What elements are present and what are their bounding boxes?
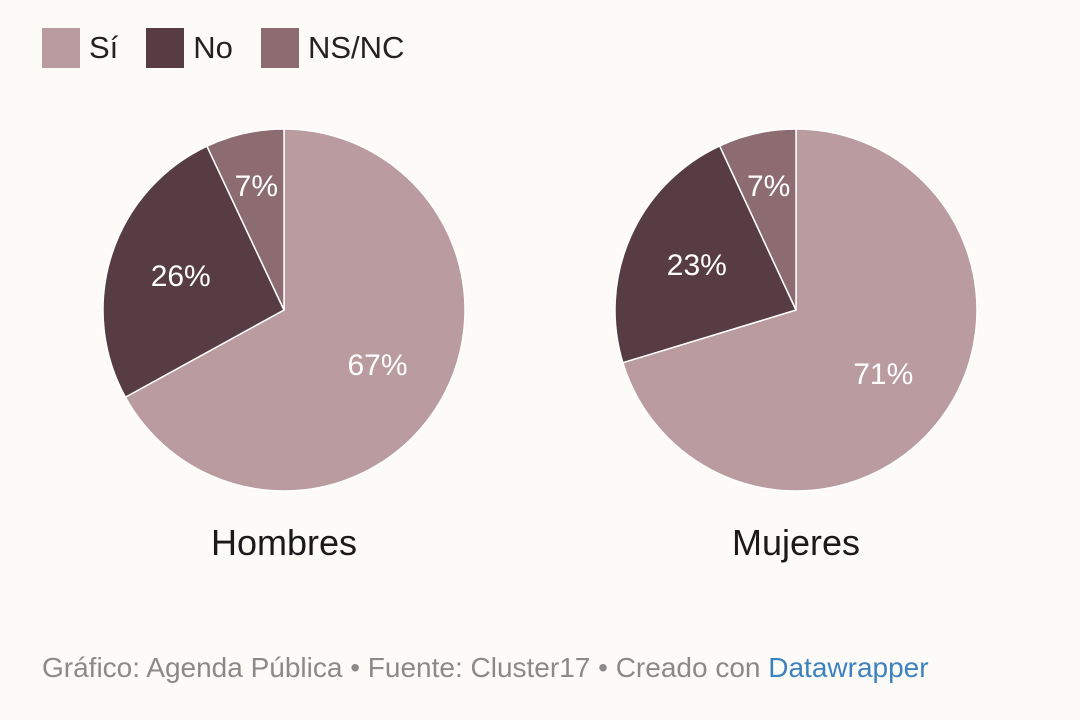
legend-swatch-ns-nc bbox=[260, 28, 299, 68]
legend-label-si: Sí bbox=[89, 30, 119, 65]
pie-hombres: 67% 26% 7% Hombres bbox=[102, 128, 466, 563]
slice-label-hombres-s: 67% bbox=[347, 349, 407, 382]
footer-credits: Gráfico: Agenda Pública • Fuente: Cluste… bbox=[42, 652, 929, 684]
legend-item-si: Sí bbox=[42, 28, 118, 68]
pie-charts: 67% 26% 7% Hombres 71% 23% 7% Mujeres bbox=[102, 128, 978, 563]
legend-label-no: No bbox=[193, 30, 233, 65]
datawrapper-link[interactable]: Datawrapper bbox=[768, 652, 929, 683]
legend-item-no: No bbox=[146, 28, 233, 68]
slice-label-mujeres-no: 23% bbox=[667, 249, 727, 282]
slice-mujeres-ns-nc[interactable] bbox=[718, 128, 797, 311]
slice-label-hombres-no: 26% bbox=[151, 260, 211, 293]
legend-swatch-no bbox=[146, 28, 185, 68]
legend-label-ns-nc: NS/NC bbox=[307, 30, 405, 65]
pie-mujeres: 71% 23% 7% Mujeres bbox=[614, 128, 978, 563]
slice-hombres-s[interactable] bbox=[124, 128, 466, 492]
slice-label-mujeres-s: 71% bbox=[853, 358, 913, 391]
pie-title-hombres: Hombres bbox=[211, 522, 357, 563]
slice-label-hombres-ns-nc: 7% bbox=[235, 170, 278, 203]
footer-text: Gráfico: Agenda Pública • Fuente: Cluste… bbox=[42, 652, 769, 683]
slice-hombres-no[interactable] bbox=[102, 145, 285, 398]
pie-title-mujeres: Mujeres bbox=[732, 522, 860, 563]
slice-mujeres-no[interactable] bbox=[614, 145, 797, 364]
legend: Sí No NS/NC bbox=[42, 28, 432, 68]
legend-swatch-si bbox=[42, 28, 80, 68]
slice-mujeres-s[interactable] bbox=[622, 128, 978, 492]
legend-item-ns-nc: NS/NC bbox=[260, 28, 405, 68]
slice-hombres-ns-nc[interactable] bbox=[206, 128, 285, 311]
slice-label-mujeres-ns-nc: 7% bbox=[747, 170, 790, 203]
